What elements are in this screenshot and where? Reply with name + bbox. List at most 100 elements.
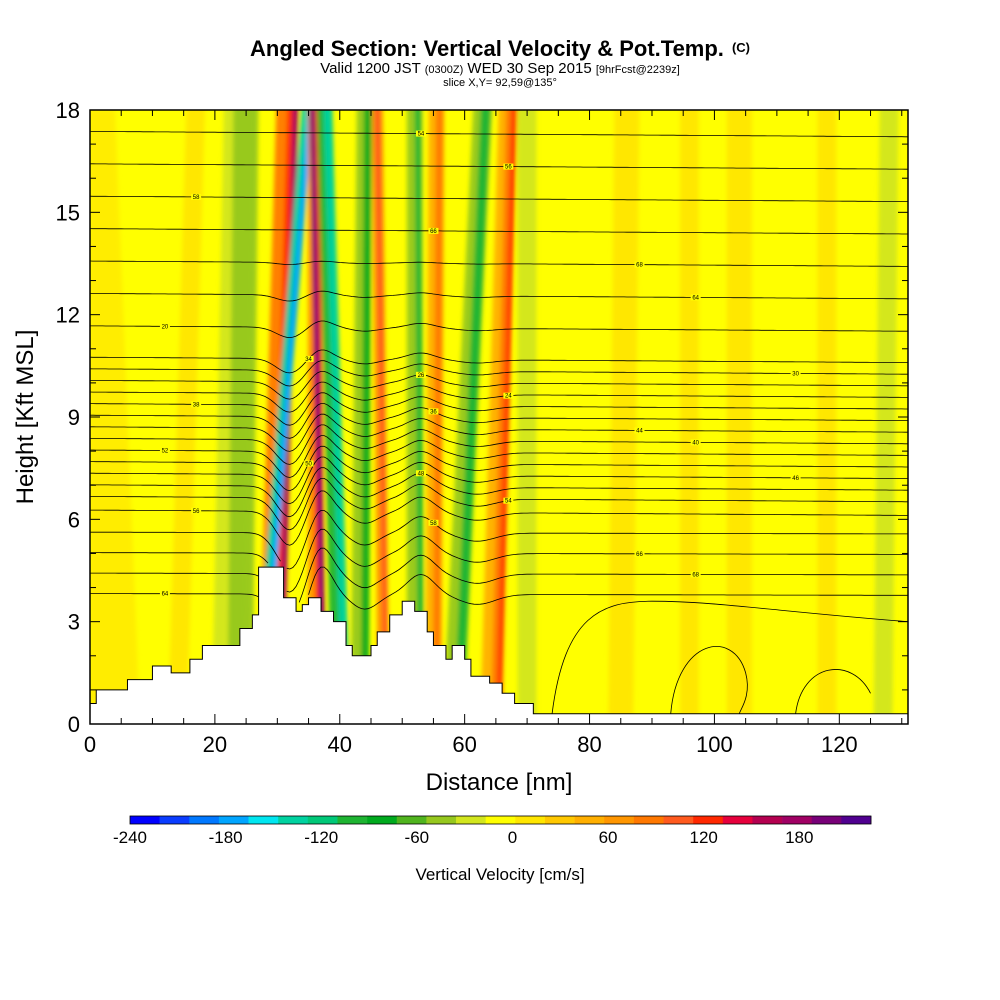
- contour-label-bg: [159, 323, 170, 330]
- contour-label: 20: [162, 324, 169, 330]
- velocity-streak: [323, 110, 351, 724]
- chart-title-main: Angled Section: Vertical Velocity & Pot.…: [250, 36, 724, 61]
- velocity-region: [90, 110, 140, 724]
- contour-label-bg: [159, 590, 170, 597]
- y-tick-label: 18: [56, 98, 80, 123]
- colorbar-swatch: [722, 816, 753, 824]
- isentrope-line: [551, 600, 908, 714]
- velocity-streak: [517, 110, 537, 724]
- colorbar-swatch: [278, 816, 309, 824]
- colorbar-tick-label: 0: [508, 828, 517, 847]
- colorbar-swatch: [485, 816, 516, 824]
- colorbar-tick-label: 60: [599, 828, 618, 847]
- colorbar-swatch: [544, 816, 575, 824]
- colorbar-tick-label: -180: [209, 828, 243, 847]
- contour-label: 68: [636, 263, 643, 269]
- isentrope-line: [90, 490, 908, 546]
- x-tick-label: 20: [203, 732, 227, 757]
- colorbar-swatch: [426, 816, 457, 824]
- colorbar-swatch: [189, 816, 220, 824]
- isentrope-line: [90, 509, 908, 570]
- contour-label: 54: [418, 132, 425, 138]
- isentrope-line: [90, 528, 908, 593]
- contour-label-bg: [634, 261, 645, 268]
- colorbar-swatch: [574, 816, 605, 824]
- x-tick-label: 120: [821, 732, 858, 757]
- velocity-streak: [309, 110, 327, 724]
- y-tick-label: 0: [68, 712, 80, 737]
- contour-label: 56: [505, 165, 512, 171]
- isentrope-line: [795, 669, 871, 714]
- colorbar-tick-label: -240: [113, 828, 147, 847]
- contour-label: 30: [792, 371, 799, 377]
- colorbar-swatch: [218, 816, 249, 824]
- isentrope-line: [90, 228, 908, 235]
- isentrope-line: [90, 566, 908, 610]
- contour-label: 50: [305, 462, 312, 468]
- velocity-streak: [726, 110, 752, 724]
- isentrope-line: [90, 478, 908, 531]
- isentrope-line: [90, 403, 908, 439]
- velocity-streak: [608, 110, 640, 724]
- isentrope-line: [90, 260, 908, 267]
- contour-label-bg: [503, 163, 514, 170]
- colorbar-swatch: [782, 816, 813, 824]
- y-tick-label: 9: [68, 405, 80, 430]
- contour-label: 66: [636, 552, 643, 558]
- contour-label: 24: [505, 394, 512, 400]
- contour-label-bg: [503, 497, 514, 504]
- contour-label: 52: [162, 449, 169, 455]
- contour-label: 26: [418, 373, 425, 379]
- contour-label-bg: [634, 550, 645, 557]
- valid-zulu: (0300Z): [424, 64, 464, 76]
- isentrope-line: [90, 424, 908, 465]
- velocity-streak: [680, 110, 699, 724]
- colorbar-swatch: [337, 816, 368, 824]
- chart-title: Angled Section: Vertical Velocity & Pot.…: [0, 37, 1000, 64]
- contour-label: 48: [418, 471, 425, 477]
- contour-label: 56: [193, 509, 200, 515]
- contour-label-bg: [191, 193, 202, 200]
- isentrope-line: [90, 467, 908, 518]
- x-tick-label: 40: [328, 732, 352, 757]
- contour-label: 46: [792, 476, 799, 482]
- y-tick-label: 12: [56, 303, 80, 328]
- contour-label-bg: [415, 371, 426, 378]
- isentrope-line: [90, 413, 908, 452]
- colorbar-swatch: [752, 816, 783, 824]
- velocity-streak: [817, 110, 837, 724]
- contour-label: 38: [193, 402, 200, 408]
- colorbar-swatch: [515, 816, 546, 824]
- isentrope-line: [90, 381, 908, 413]
- contour-label: 64: [162, 592, 169, 598]
- contour-label: 36: [430, 409, 437, 415]
- contour-label: 40: [692, 440, 699, 446]
- contour-label: 68: [692, 572, 699, 578]
- isentrope-line: [90, 131, 908, 138]
- contour-label-bg: [415, 130, 426, 137]
- forecast-info: [9hrFcst@2239z]: [595, 64, 680, 76]
- y-tick-label: 3: [68, 610, 80, 635]
- contour-label-bg: [634, 427, 645, 434]
- x-tick-label: 0: [84, 732, 96, 757]
- y-axis-title: Height [Kft MSL]: [12, 330, 39, 505]
- chart-title-suffix: (C): [731, 40, 750, 55]
- slice-info: slice X,Y= 92,59@135°: [443, 77, 557, 89]
- contour-label-bg: [790, 474, 801, 481]
- colorbar-tick-label: 180: [785, 828, 813, 847]
- isentrope-line: [90, 290, 908, 302]
- x-tick-label: 80: [577, 732, 601, 757]
- valid-date: WED 30 Sep 2015: [467, 60, 592, 77]
- contour-label: 58: [193, 195, 200, 201]
- colorbar-swatch: [604, 816, 635, 824]
- contour-label: 34: [305, 357, 312, 363]
- contour-label-bg: [303, 460, 314, 467]
- isentrope-line: [90, 371, 908, 400]
- isentrope-line: [670, 646, 748, 714]
- colorbar-swatch: [633, 816, 664, 824]
- terrain-mask: [90, 566, 908, 724]
- velocity-streak: [227, 110, 259, 724]
- chart-subtitle: Valid 1200 JST (0300Z) WED 30 Sep 2015 […: [0, 60, 1000, 79]
- contour-label-bg: [428, 227, 439, 234]
